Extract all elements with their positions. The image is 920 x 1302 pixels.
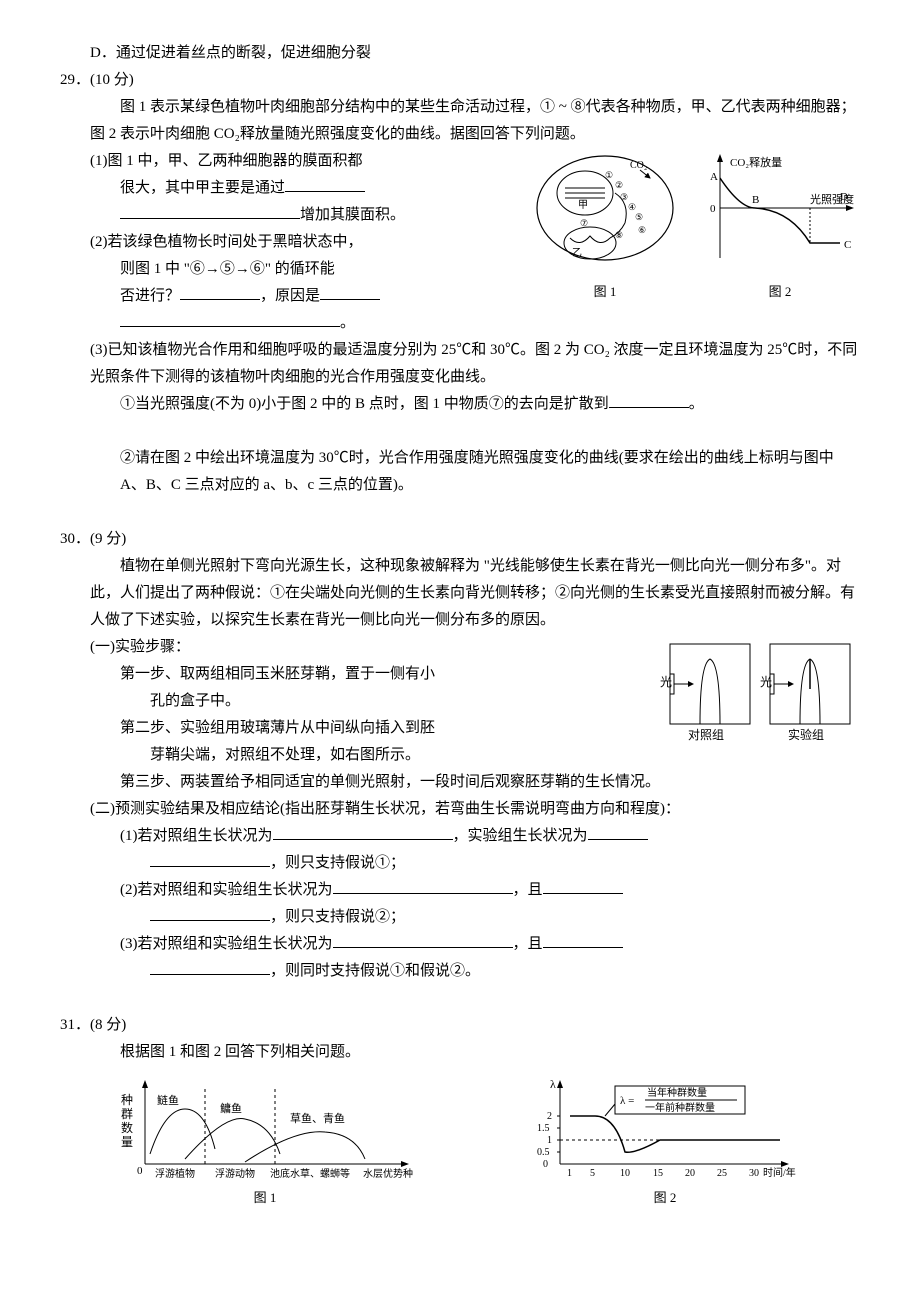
svg-text:0: 0 <box>137 1165 143 1177</box>
q29-p3b: ①当光照强度(不为 0)小于图 2 中的 B 点时，图 1 中物质⑦的去向是扩散… <box>60 391 860 418</box>
svg-text:λ: λ <box>550 1077 556 1091</box>
option-d-text: D．通过促进着丝点的断裂，促进细胞分裂 <box>90 45 371 61</box>
blank <box>320 284 380 300</box>
svg-text:②: ② <box>615 180 623 190</box>
q30-fig: 光 对照组 光 实验组 <box>660 634 860 744</box>
q31-fig2: λ 0 0.5 1 1.5 2 1 5 10 15 20 25 30 时间/年 … <box>525 1074 805 1209</box>
q30-sec1: (一)实验步骤： <box>60 634 650 661</box>
svg-text:2: 2 <box>547 1111 552 1122</box>
svg-text:⑤: ⑤ <box>635 212 643 222</box>
svg-text:λ =: λ = <box>620 1095 634 1107</box>
q31-num: 31．(8 分) <box>60 1012 860 1039</box>
blank <box>273 824 453 840</box>
svg-text:群: 群 <box>121 1107 133 1121</box>
svg-text:鳙鱼: 鳙鱼 <box>220 1101 242 1115</box>
q30-r2: (2)若对照组和实验组生长状况为，且 <box>60 877 860 904</box>
svg-text:25: 25 <box>717 1168 727 1179</box>
q30-sec2: (二)预测实验结果及相应结论(指出胚芽鞘生长状况，若弯曲生长需说明弯曲方向和程度… <box>60 796 860 823</box>
svg-text:CO₂释放量: CO₂释放量 <box>730 155 782 169</box>
svg-text:1.5: 1.5 <box>537 1123 550 1134</box>
svg-text:CO₂: CO₂ <box>630 160 647 171</box>
option-d: D．通过促进着丝点的断裂，促进细胞分裂 <box>60 40 860 67</box>
svg-text:B: B <box>752 194 759 206</box>
svg-text:5: 5 <box>590 1168 595 1179</box>
blank <box>333 878 513 894</box>
blank <box>180 284 260 300</box>
svg-text:甲: 甲 <box>578 200 588 211</box>
svg-text:20: 20 <box>685 1168 695 1179</box>
blank <box>543 878 623 894</box>
q29-fig1: 甲 乙 CO₂ ① ② ③ ④ ⑤ ⑥ ⑦ ⑧ <box>530 148 680 303</box>
q29-p3c: ②请在图 2 中绘出环境温度为 30℃时，光合作用强度随光照强度变化的曲线(要求… <box>60 445 860 499</box>
blank <box>150 959 270 975</box>
blank <box>333 932 513 948</box>
svg-text:①: ① <box>605 170 613 180</box>
blank <box>285 176 365 192</box>
svg-text:D: D <box>840 191 848 203</box>
q31-intro: 根据图 1 和图 2 回答下列相关问题。 <box>60 1039 860 1066</box>
svg-text:对照组: 对照组 <box>688 728 724 742</box>
svg-text:草鱼、青鱼: 草鱼、青鱼 <box>290 1111 345 1125</box>
svg-text:1: 1 <box>567 1168 572 1179</box>
svg-text:15: 15 <box>653 1168 663 1179</box>
q30-num: 30．(9 分) <box>60 526 860 553</box>
svg-text:光: 光 <box>660 675 672 689</box>
svg-text:时间/年: 时间/年 <box>763 1166 796 1179</box>
q30-r1: (1)若对照组生长状况为，实验组生长状况为 <box>60 823 860 850</box>
svg-text:⑥: ⑥ <box>638 225 646 235</box>
q29-p1: (1)图 1 中，甲、乙两种细胞器的膜面积都 <box>60 148 520 175</box>
svg-text:⑦: ⑦ <box>580 218 588 228</box>
svg-text:③: ③ <box>620 192 628 202</box>
q29-intro: 图 1 表示某绿色植物叶肉细胞部分结构中的某些生命活动过程，① ~ ⑧代表各种物… <box>60 94 860 148</box>
svg-text:量: 量 <box>121 1135 133 1149</box>
svg-text:浮游动物: 浮游动物 <box>215 1167 255 1180</box>
blank <box>150 905 270 921</box>
svg-text:1: 1 <box>547 1135 552 1146</box>
svg-text:0: 0 <box>710 203 716 215</box>
svg-text:30: 30 <box>749 1168 759 1179</box>
blank <box>120 203 300 219</box>
q29-p2: (2)若该绿色植物长时间处于黑暗状态中， <box>60 229 520 256</box>
svg-text:数: 数 <box>121 1120 133 1135</box>
svg-text:一年前种群数量: 一年前种群数量 <box>645 1101 715 1114</box>
svg-text:鲢鱼: 鲢鱼 <box>157 1093 179 1107</box>
svg-text:10: 10 <box>620 1168 630 1179</box>
q30-r3: (3)若对照组和实验组生长状况为，且 <box>60 931 860 958</box>
svg-text:A: A <box>710 171 718 183</box>
svg-text:种: 种 <box>121 1093 133 1107</box>
blank <box>120 311 340 327</box>
q31-fig1: 种 群 数 量 0 鲢鱼 鳙鱼 草鱼、青鱼 浮游植物 浮游动物 池底水草、螺蛳等… <box>115 1074 415 1209</box>
svg-text:0: 0 <box>543 1159 548 1170</box>
svg-text:光: 光 <box>760 675 772 689</box>
blank <box>150 851 270 867</box>
q29-p3a: (3)已知该植物光合作用和细胞呼吸的最适温度分别为 25℃和 30℃。图 2 为… <box>60 337 860 391</box>
q29-num: 29．(10 分) <box>60 67 860 94</box>
svg-text:C: C <box>844 239 851 251</box>
q29-fig2: CO₂释放量 光照强度 A 0 B D C 图 2 <box>700 148 860 303</box>
svg-text:浮游植物: 浮游植物 <box>155 1167 195 1180</box>
svg-text:当年种群数量: 当年种群数量 <box>647 1086 707 1099</box>
svg-text:乙: 乙 <box>572 247 582 259</box>
svg-text:池底水草、螺蛳等: 池底水草、螺蛳等 <box>270 1167 350 1180</box>
svg-text:0.5: 0.5 <box>537 1147 550 1158</box>
svg-text:④: ④ <box>628 202 636 212</box>
blank <box>609 392 689 408</box>
q30-intro: 植物在单侧光照射下弯向光源生长，这种现象被解释为 "光线能够使生长素在背光一侧比… <box>60 553 860 634</box>
svg-text:实验组: 实验组 <box>788 727 824 742</box>
blank <box>543 932 623 948</box>
blank <box>588 824 648 840</box>
svg-text:水层优势种: 水层优势种 <box>363 1167 413 1180</box>
